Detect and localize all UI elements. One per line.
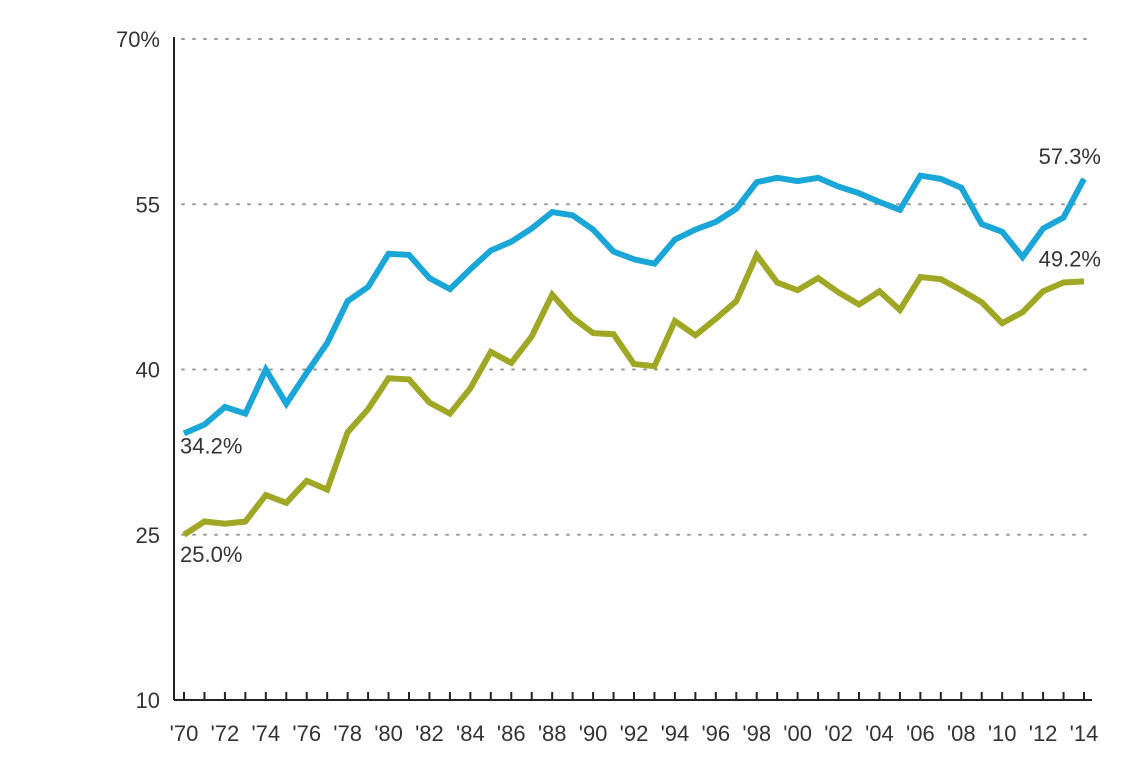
- x-tick-label-2014: '14: [1070, 721, 1099, 746]
- x-tick-label-2006: '06: [906, 721, 935, 746]
- x-tick-label-2008: '08: [947, 721, 976, 746]
- x-tick-label-2002: '02: [824, 721, 853, 746]
- x-tick-label-1996: '96: [701, 721, 730, 746]
- x-tick-label-1992: '92: [620, 721, 649, 746]
- x-tick-label-1976: '76: [292, 721, 321, 746]
- series-line-2: [182, 248, 1085, 538]
- series-1-end-label: 57.3%: [1039, 144, 1101, 169]
- x-tick-label-2000: '00: [783, 721, 812, 746]
- axes: [173, 37, 1092, 701]
- y-tick-label-40: 40: [136, 358, 160, 383]
- x-tick-label-1984: '84: [456, 721, 485, 746]
- x-tick-label-2010: '10: [988, 721, 1017, 746]
- x-tick-label-1988: '88: [538, 721, 567, 746]
- x-tick-label-1990: '90: [579, 721, 608, 746]
- x-tick-label-1972: '72: [211, 721, 240, 746]
- series-line-1: [182, 172, 1087, 437]
- data-series: [182, 172, 1087, 538]
- y-tick-label-55: 55: [136, 192, 160, 217]
- series-2-end-label: 49.2%: [1039, 246, 1101, 271]
- x-tick-label-1980: '80: [374, 721, 403, 746]
- x-tick-label-2012: '12: [1029, 721, 1058, 746]
- x-tick-label-1970: '70: [170, 721, 199, 746]
- x-tick-label-1998: '98: [742, 721, 771, 746]
- x-tick-label-1974: '74: [251, 721, 280, 746]
- series-1-start-label: 34.2%: [180, 433, 242, 458]
- y-tick-label-10: 10: [136, 688, 160, 713]
- gridlines: [181, 38, 1093, 536]
- y-tick-label-70: 70%: [116, 27, 160, 52]
- data-labels: 34.2% 57.3% 25.0% 49.2%: [180, 144, 1101, 567]
- x-tick-label-1986: '86: [497, 721, 526, 746]
- x-tick-label-1978: '78: [333, 721, 362, 746]
- y-tick-label-25: 25: [136, 523, 160, 548]
- x-tick-label-1994: '94: [661, 721, 690, 746]
- x-tick-labels: '70 '72 '74 '76 '78 '80 '82 '84 '86 '88 '90 '92 '94 '…: [170, 721, 1099, 746]
- x-tick-label-1982: '82: [415, 721, 444, 746]
- series-2-start-label: 25.0%: [180, 542, 242, 567]
- x-tick-label-2004: '04: [865, 721, 894, 746]
- y-tick-labels: 70% 55 40 25 10: [116, 27, 160, 713]
